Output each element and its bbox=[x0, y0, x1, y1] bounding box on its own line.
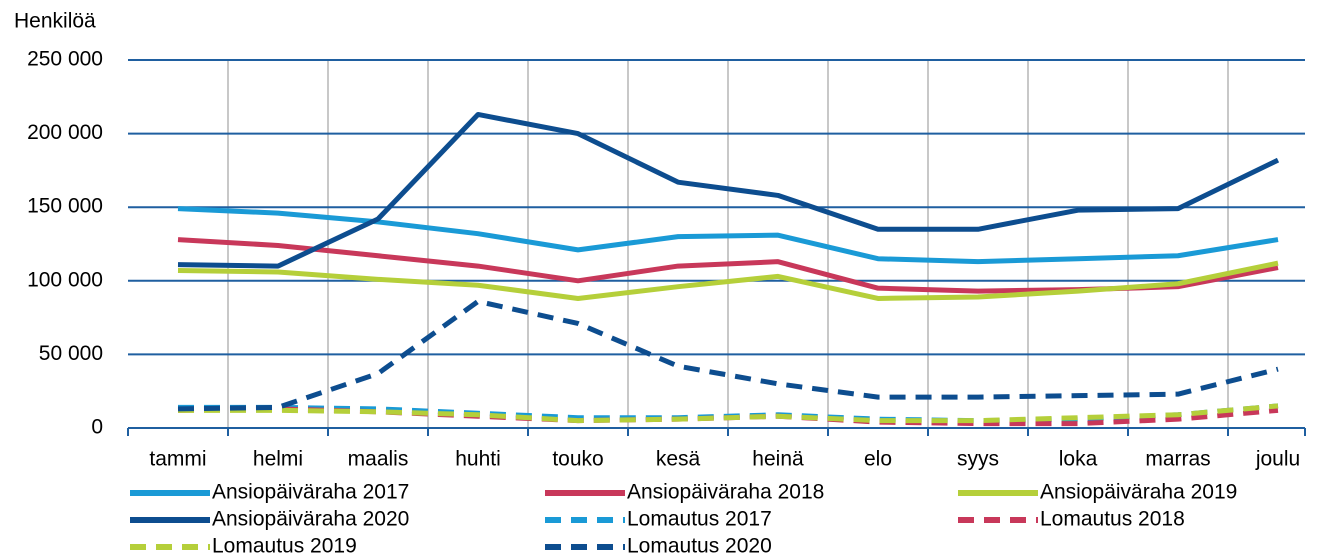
y-axis-title: Henkilöä bbox=[14, 10, 96, 33]
x-tick-label: syys bbox=[957, 448, 999, 471]
y-tick-label: 100 000 bbox=[27, 268, 103, 291]
y-tick-label: 250 000 bbox=[27, 48, 103, 71]
legend-label: Lomautus 2017 bbox=[627, 508, 772, 531]
legend-label: Ansiopäiväraha 2019 bbox=[1040, 481, 1237, 504]
x-tick-label: joulu bbox=[1255, 448, 1300, 471]
series-line bbox=[177, 111, 1280, 269]
x-tick-label: kesä bbox=[656, 448, 701, 471]
x-tick-label: loka bbox=[1059, 448, 1098, 471]
y-tick-label: 0 bbox=[91, 416, 103, 439]
legend-label: Ansiopäiväraha 2018 bbox=[627, 481, 824, 504]
x-tick-label: elo bbox=[864, 448, 892, 471]
x-tick-label: marras bbox=[1145, 448, 1210, 471]
series-line bbox=[177, 260, 1279, 301]
legend-label: Lomautus 2019 bbox=[212, 535, 357, 558]
series-line bbox=[177, 206, 1279, 265]
y-tick-label: 50 000 bbox=[39, 342, 103, 365]
x-tick-label: helmi bbox=[253, 448, 303, 471]
series-line bbox=[178, 403, 1279, 424]
y-tick-label: 150 000 bbox=[27, 195, 103, 218]
legend-label: Lomautus 2018 bbox=[1040, 508, 1185, 531]
x-tick-label: huhti bbox=[455, 448, 501, 471]
legend-label: Lomautus 2020 bbox=[627, 535, 772, 558]
legend-label: Ansiopäiväraha 2020 bbox=[212, 508, 409, 531]
y-tick-label: 200 000 bbox=[27, 121, 103, 144]
x-tick-label: heinä bbox=[752, 448, 804, 471]
x-tick-label: touko bbox=[552, 448, 603, 471]
x-tick-label: tammi bbox=[149, 448, 206, 471]
x-tick-label: maalis bbox=[348, 448, 409, 471]
series-line bbox=[177, 298, 1279, 412]
legend-label: Ansiopäiväraha 2017 bbox=[212, 481, 409, 504]
